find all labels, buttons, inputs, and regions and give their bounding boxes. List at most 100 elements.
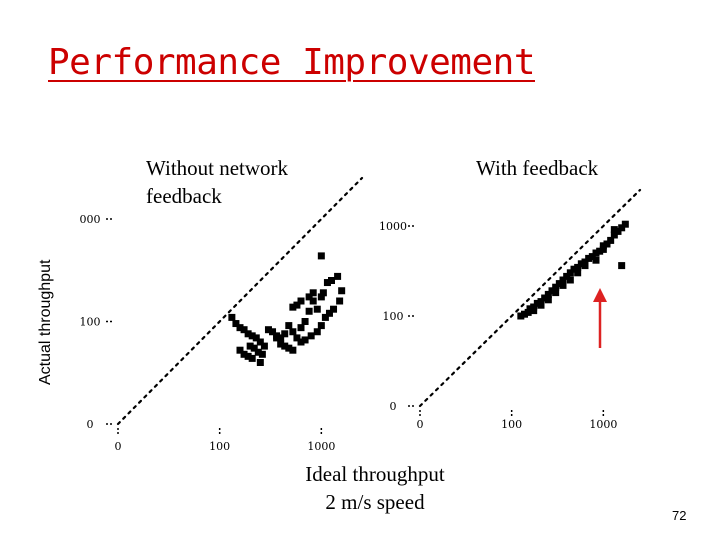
data-point: [240, 350, 248, 358]
data-point: [526, 305, 534, 313]
data-point: [521, 310, 528, 318]
chart-1-title: Without network feedback: [146, 156, 289, 208]
data-point: [537, 298, 545, 306]
data-point: [574, 269, 582, 277]
y-tick-label: 000: [80, 213, 101, 226]
data-point: [317, 293, 325, 301]
reference-line: [116, 176, 364, 426]
data-point: [614, 227, 622, 235]
data-point: [559, 276, 567, 284]
data-point: [552, 289, 560, 297]
data-point: [289, 346, 297, 354]
data-point: [524, 308, 532, 316]
data-point: [607, 236, 615, 244]
data-point: [240, 326, 248, 334]
chart-2-title: With feedback: [476, 156, 599, 180]
data-point: [289, 328, 297, 336]
data-point: [517, 312, 525, 320]
data-point: [277, 334, 285, 342]
data-point: [334, 272, 342, 280]
data-point: [307, 332, 315, 340]
data-point: [566, 276, 574, 284]
data-point: [544, 296, 552, 304]
x-tick-label: 100: [501, 418, 522, 431]
data-point: [258, 350, 266, 358]
data-point: [297, 338, 305, 346]
data-point: [552, 283, 560, 291]
data-point: [254, 348, 262, 356]
data-point: [599, 245, 607, 253]
chart-with-feedback: 0 100 1000 0 100 1000: [379, 188, 642, 431]
data-point: [592, 249, 600, 257]
arrow-head: [593, 288, 607, 302]
data-point: [610, 231, 618, 239]
reference-line: [418, 188, 642, 408]
data-point: [610, 226, 618, 234]
data-point: [592, 256, 600, 264]
data-point: [244, 330, 252, 338]
x-axis-label-sub: 2 m/s speed: [325, 490, 425, 514]
data-point: [313, 305, 321, 313]
data-point: [236, 324, 244, 332]
data-point: [325, 309, 333, 317]
data-point: [323, 279, 331, 287]
data-point: [618, 224, 626, 232]
y-tick-label: 0: [87, 418, 94, 431]
data-point: [599, 242, 607, 250]
slide-title: Performance Improvement: [48, 42, 536, 83]
data-point: [293, 301, 301, 309]
data-point: [293, 334, 301, 342]
data-point: [319, 289, 327, 297]
page-number: 72: [672, 508, 687, 523]
data-point: [252, 334, 260, 342]
data-point: [328, 277, 335, 284]
data-point: [281, 330, 289, 338]
x-axis-label-main: Ideal throughput: [305, 462, 445, 486]
x-tick-label: 1000: [589, 418, 617, 431]
x-tick-label: 1000: [307, 440, 335, 453]
data-point: [301, 336, 309, 344]
y-tick-label: 0: [390, 400, 397, 413]
x-axis-label: Ideal throughput 2 m/s speed: [255, 460, 495, 516]
data-point: [248, 354, 256, 362]
data-point: [577, 260, 585, 268]
data-point: [596, 247, 604, 255]
data-point: [548, 287, 556, 295]
data-point: [246, 342, 254, 350]
data-point: [244, 352, 252, 360]
data-point: [289, 303, 297, 311]
data-point: [309, 297, 317, 305]
data-point: [305, 307, 313, 315]
data-point: [530, 303, 538, 311]
improvement-arrow: [593, 288, 607, 348]
data-point: [321, 313, 329, 321]
data-point: [559, 281, 567, 289]
data-point: [570, 265, 578, 273]
data-point: [330, 305, 338, 313]
data-point: [297, 297, 305, 305]
data-point: [581, 262, 589, 270]
data-point: [273, 334, 281, 342]
x-tick-label: 100: [209, 440, 230, 453]
data-point: [269, 328, 277, 336]
chart-without-feedback: 0 100 1000 0 100 000: [80, 176, 364, 453]
data-point: [544, 290, 552, 298]
data-point: [574, 263, 582, 271]
data-point: [618, 262, 626, 270]
data-point: [537, 301, 545, 309]
y-tick-label: 1000: [379, 220, 407, 233]
data-point: [313, 328, 321, 336]
data-point: [338, 287, 346, 295]
x-tick-label: 0: [417, 418, 424, 431]
data-point: [530, 307, 538, 315]
data-point: [256, 359, 264, 366]
data-point: [236, 346, 244, 354]
data-point: [309, 289, 317, 297]
data-point: [336, 297, 344, 305]
data-point: [555, 280, 563, 288]
data-point: [250, 344, 258, 352]
data-point: [260, 342, 268, 350]
y-tick-label: 100: [383, 310, 404, 323]
data-point: [566, 269, 574, 277]
